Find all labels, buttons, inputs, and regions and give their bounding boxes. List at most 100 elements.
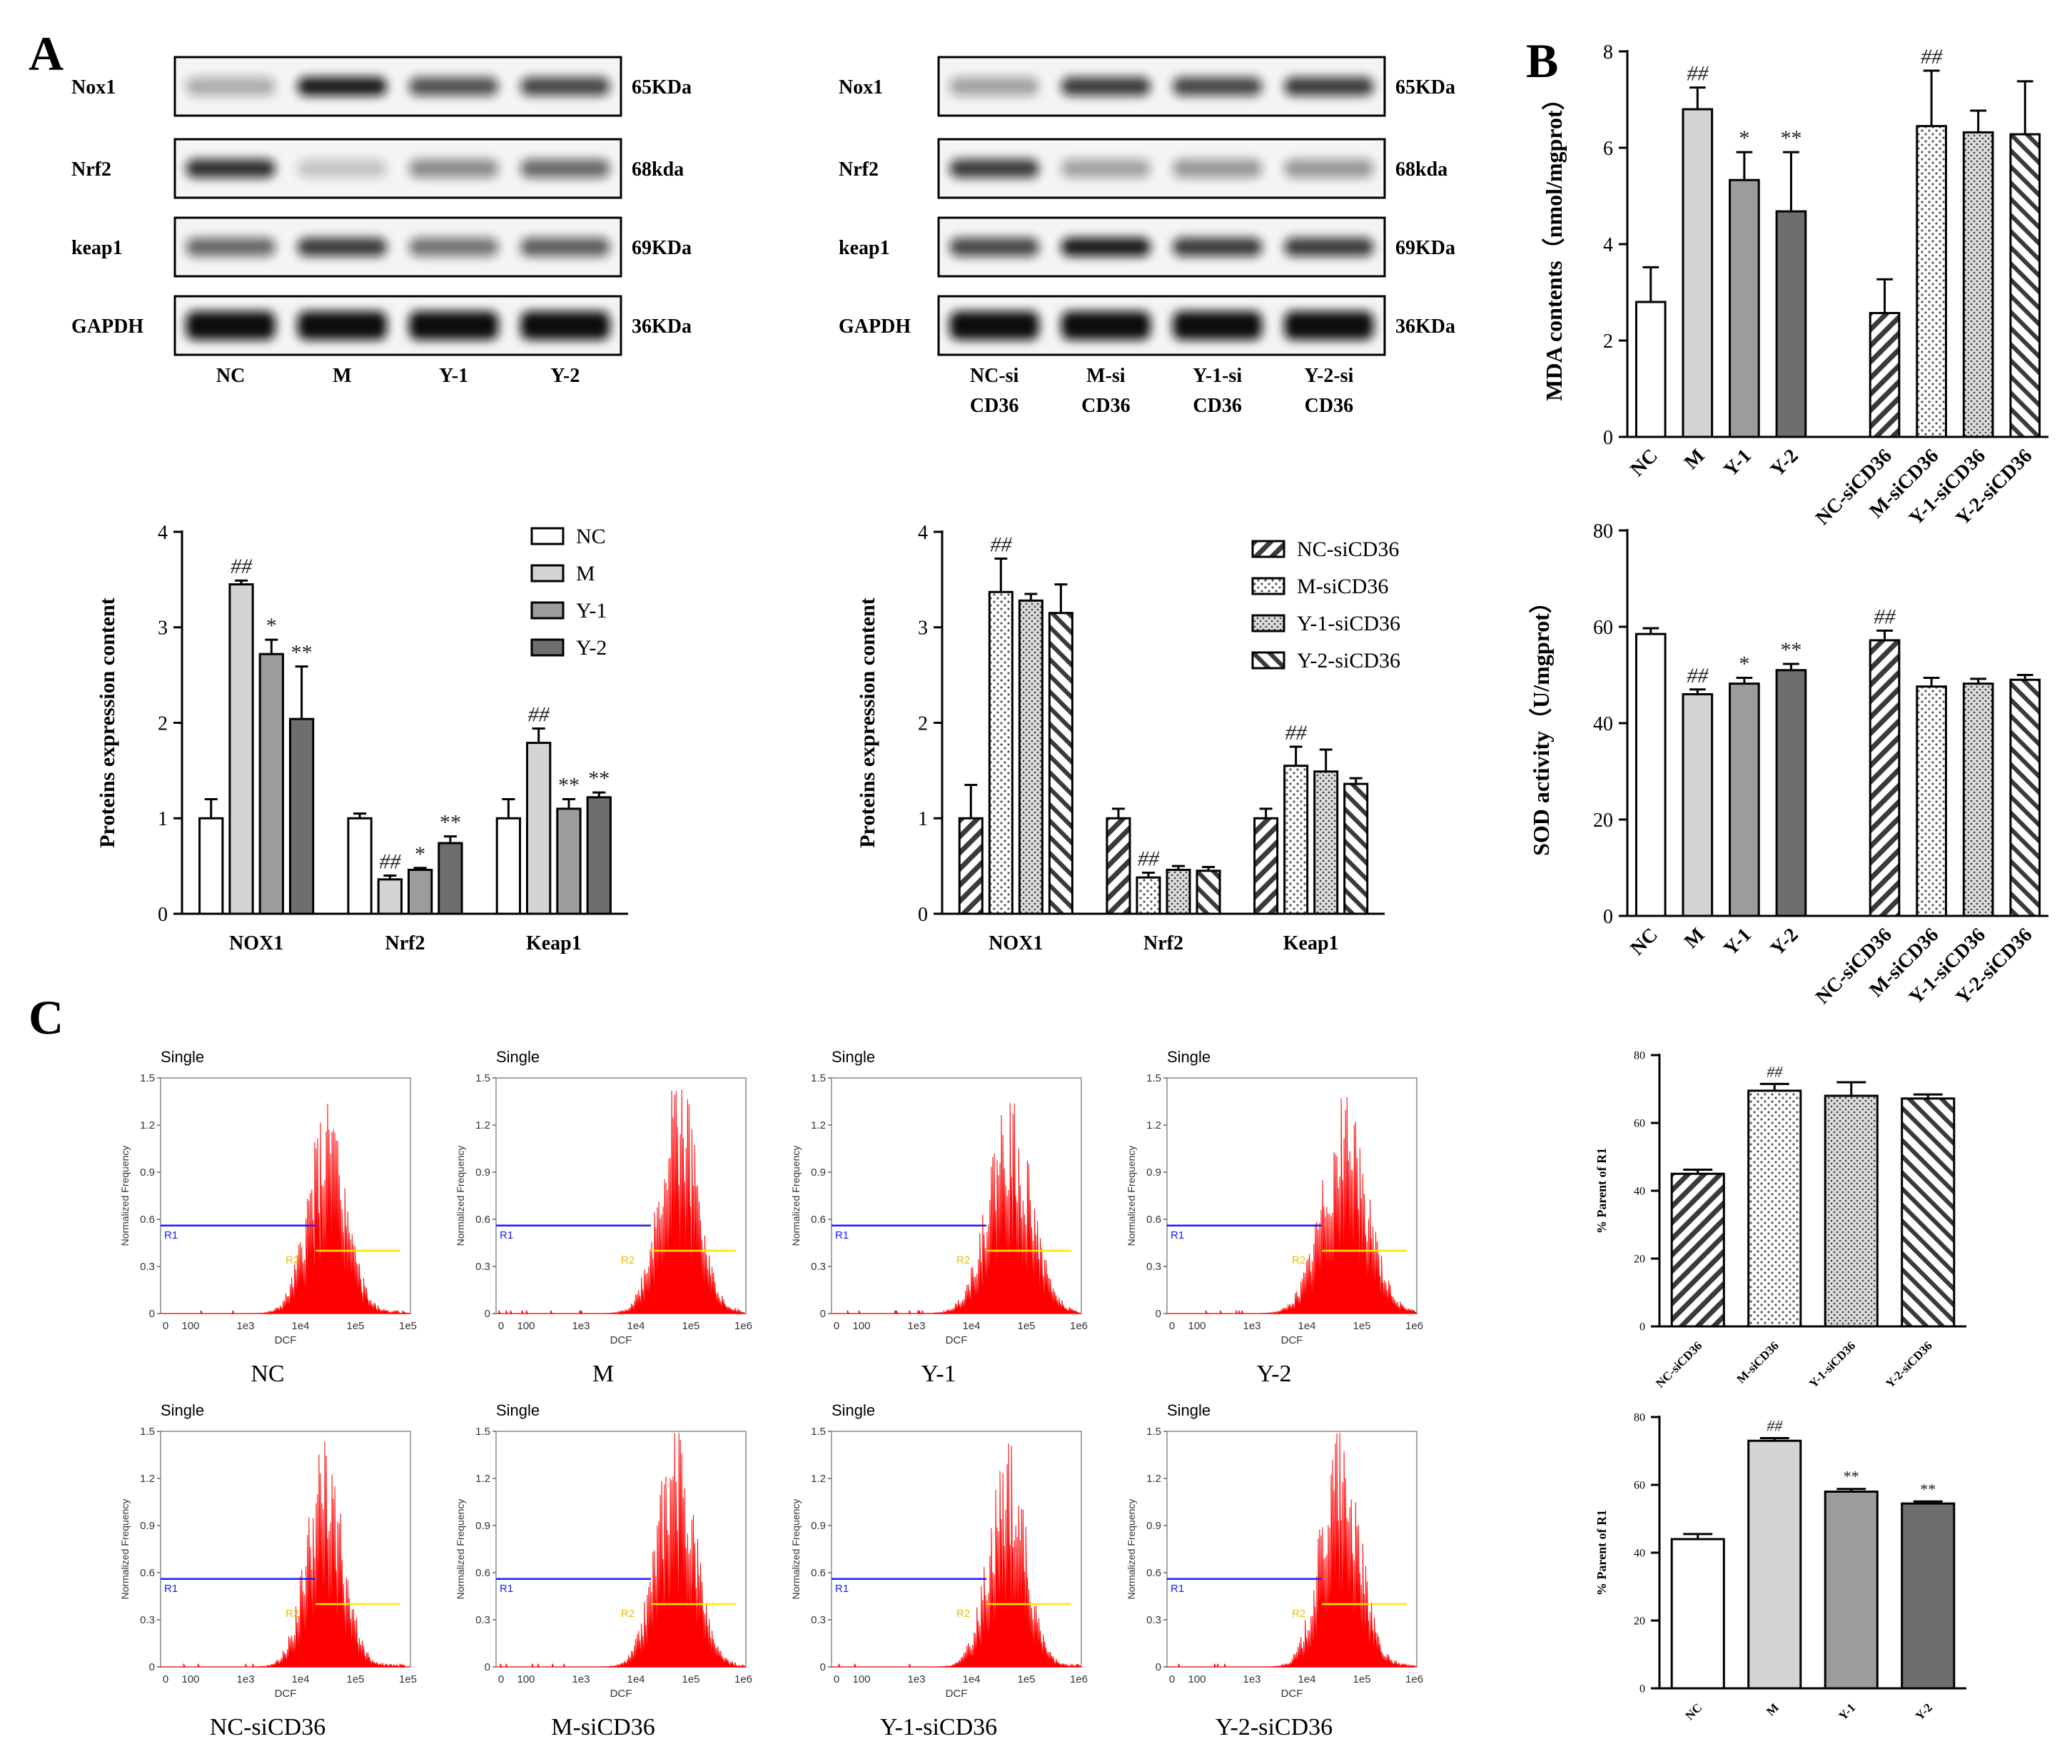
significance-label: ##	[1767, 1062, 1783, 1080]
blot-lane-label: CD36	[1081, 395, 1130, 417]
bar	[1196, 870, 1221, 915]
blot-band	[297, 238, 387, 256]
blot-band	[1173, 311, 1263, 340]
significance-label: **	[1844, 1468, 1859, 1486]
bar	[438, 842, 463, 915]
significance-label: **	[440, 811, 461, 835]
flow-y-tick-label: 0.3	[811, 1614, 826, 1626]
bar	[556, 807, 582, 915]
flow-y-tick-label: 1.5	[1146, 1426, 1161, 1438]
flow-x-tick-label: 0	[1169, 1320, 1175, 1332]
gate-r2-label: R2	[1292, 1254, 1305, 1266]
significance-label: ##	[1874, 605, 1896, 628]
blot-band	[297, 159, 387, 178]
flow-x-tick-label: 0	[834, 1673, 839, 1685]
y-tick-label: 0	[1603, 906, 1613, 928]
flow-sample-label: NC-siCD36	[210, 1714, 325, 1740]
flow-x-tick-label: 1e5	[1017, 1673, 1035, 1685]
flow-y-tick-label: 0.9	[140, 1166, 155, 1179]
flow-x-tick-label: 1e5	[1017, 1320, 1035, 1332]
y-tick-label: 0	[1639, 1683, 1645, 1695]
flow-y-tick-label: 0.9	[140, 1520, 155, 1532]
flow-y-label: Normalized Frequency	[1126, 1499, 1137, 1600]
flow-histogram	[832, 1103, 1082, 1315]
blot-band	[949, 238, 1039, 256]
x-category-label: Y-1-siCD36	[1806, 1339, 1858, 1390]
flow-x-tick-label: 1e5	[682, 1673, 699, 1685]
bar	[408, 868, 433, 915]
flow-histogram	[496, 1089, 747, 1315]
flow-x-tick-label: 1e3	[572, 1673, 590, 1685]
flow-title: Single	[832, 1401, 875, 1419]
blot-panel-1: Nox1 65KDa Nrf2 68kda keap1 69KDa GAPDH 36KDa NC…	[71, 56, 692, 387]
flow-y-tick-label: 0.3	[811, 1261, 826, 1273]
flow-sample-label: Y-2-siCD36	[1216, 1714, 1333, 1740]
bar	[1313, 770, 1339, 915]
bar	[2009, 678, 2041, 917]
blot-row-label: Nrf2	[71, 158, 111, 181]
blot-band	[949, 159, 1039, 178]
flow-y-tick-label: 0.6	[475, 1214, 490, 1226]
blot-band	[409, 77, 499, 96]
flow-plot-NC-siCD36: Single 0 0.3 0.6 0.9 1.2 1.5 Normalized Frequen…	[119, 1401, 417, 1740]
x-category-label: Y-2	[1767, 924, 1803, 960]
bar	[1634, 632, 1667, 917]
flow-x-tick-label: 100	[181, 1320, 199, 1332]
blot-lane-label: Y-1	[439, 365, 468, 387]
significance-label: ##	[528, 703, 550, 727]
y-axis-label: MDA contents（nmol/mgprot）	[1541, 87, 1567, 400]
blot-band	[1061, 159, 1151, 178]
flow-x-label: DCF	[610, 1688, 632, 1700]
blot-band	[1173, 238, 1263, 256]
x-category-label: Y-2	[1767, 445, 1803, 481]
flow-y-tick-label: 0.3	[1146, 1614, 1161, 1626]
significance-label: ##	[1687, 62, 1709, 86]
flow-y-tick-label: 0.3	[140, 1614, 155, 1626]
flow-x-tick-label: 100	[181, 1673, 199, 1685]
flow-y-tick-label: 0.6	[811, 1567, 826, 1579]
flow-histogram	[832, 1443, 1083, 1668]
flow-y-tick-label: 0.6	[140, 1214, 155, 1226]
y-tick-label: 3	[918, 618, 928, 640]
bar	[1253, 817, 1279, 915]
blot-lane-label: NC-si	[970, 365, 1019, 387]
chart-ros-nc: 0 20 40 60 80 % Parent of R1 NC ## M ** Y-1 ** Y-2	[1595, 1412, 1966, 1723]
bar	[228, 583, 254, 915]
flow-y-tick-label: 0	[1156, 1661, 1161, 1673]
bar	[1824, 1491, 1879, 1690]
significance-label: ##	[231, 555, 253, 578]
flow-x-tick-label: 1e4	[291, 1320, 309, 1332]
gate-r1-label: R1	[164, 1583, 178, 1595]
y-tick-label: 8	[1603, 41, 1613, 64]
blot-band	[186, 159, 276, 178]
y-tick-label: 60	[1634, 1480, 1645, 1492]
gate-r1-label: R1	[164, 1229, 178, 1241]
flow-y-tick-label: 0	[485, 1308, 490, 1320]
x-category-label: NC	[1683, 1700, 1705, 1723]
significance-label: ##	[1285, 721, 1308, 745]
flow-y-tick-label: 0.3	[140, 1261, 155, 1273]
blot-band	[409, 311, 499, 340]
flow-x-label: DCF	[610, 1334, 632, 1346]
y-tick-label: 80	[1634, 1050, 1645, 1062]
flow-y-tick-label: 1.2	[140, 1473, 155, 1485]
blot-lane-label: Y-2-si	[1304, 365, 1353, 387]
gate-r2-label: R2	[956, 1608, 970, 1620]
flow-x-tick-label: 1e6	[734, 1320, 752, 1332]
flow-x-tick-label: 1e5	[346, 1673, 364, 1685]
y-axis-label: SOD activity（U/mgprot）	[1528, 590, 1554, 856]
chart-ros-si: 0 20 40 60 80 % Parent of R1 NC-siCD36 ## M-siCD…	[1595, 1050, 1966, 1391]
significance-label: **	[1780, 126, 1801, 150]
flow-x-tick-label: 1e6	[1070, 1320, 1088, 1332]
bar	[258, 652, 284, 915]
y-tick-label: 40	[1593, 713, 1613, 735]
gate-r1-label: R1	[500, 1583, 513, 1595]
legend-swatch	[1251, 651, 1285, 670]
significance-label: ##	[1138, 847, 1160, 870]
y-tick-label: 60	[1593, 617, 1613, 639]
gate-r1-label: R1	[1171, 1583, 1184, 1595]
gate-r2-label: R2	[956, 1254, 970, 1266]
y-tick-label: 2	[918, 712, 928, 735]
flow-plot-Y-1-siCD36: Single 0 0.3 0.6 0.9 1.2 1.5 Normalized Frequen…	[790, 1401, 1088, 1740]
